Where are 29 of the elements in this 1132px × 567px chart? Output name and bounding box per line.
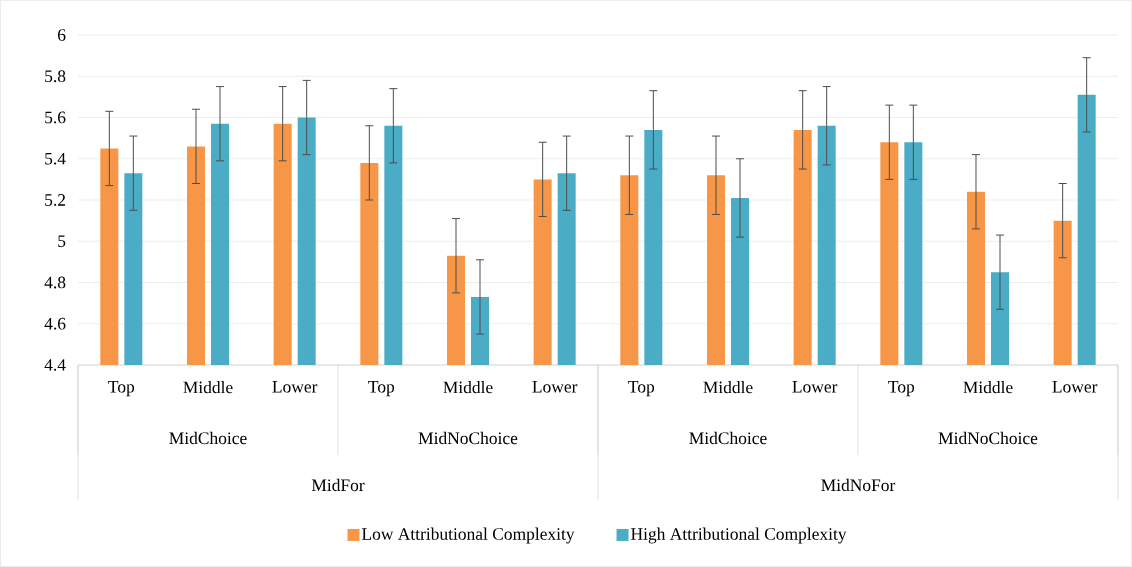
text: MidChoice: [689, 431, 767, 445]
y-tick-label: 5.8: [45, 70, 66, 83]
y-tick-label: 4.8: [44, 276, 66, 289]
x-tick-label: Middle: [963, 381, 1013, 394]
x-tick-label: Middle: [443, 381, 493, 394]
x-tick-label: Lower: [532, 381, 578, 393]
y-tick-label: 4.4: [44, 359, 66, 371]
x-tick-label: Top: [368, 381, 395, 397]
y-tick-label: 5.2: [45, 194, 66, 206]
x-tick-label: Top: [108, 381, 135, 397]
text: MidChoice: [169, 431, 247, 445]
y-tick-label: 6: [58, 29, 66, 41]
x-tick-label: Top: [628, 381, 655, 397]
y-tick-label: 5.4: [45, 152, 66, 165]
text: MidFor: [311, 478, 365, 492]
text: MidNoChoice: [418, 431, 518, 445]
y-tick-label: 5.6: [45, 111, 66, 124]
x-tick-label: Top: [888, 381, 915, 397]
text: MidNoFor: [821, 478, 896, 492]
x-tick-label: Lower: [1052, 381, 1098, 393]
x-tick-label: Lower: [792, 381, 838, 393]
y-tick-label: 5: [58, 235, 66, 248]
legend-label: Low Attributional Complexity: [361, 527, 575, 544]
y-tick-label: 4.6: [44, 317, 66, 330]
legend-label: High Attributional Complexity: [631, 527, 847, 544]
x-tick-label: Middle: [703, 381, 753, 394]
text: MidNoChoice: [938, 431, 1038, 445]
x-tick-label: Lower: [272, 381, 318, 393]
x-tick-label: Middle: [183, 381, 233, 394]
